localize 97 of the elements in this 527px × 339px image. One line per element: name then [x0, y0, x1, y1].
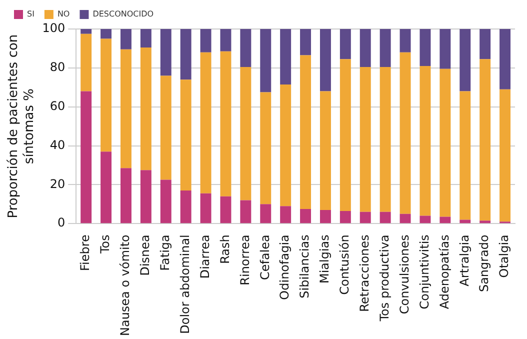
bar	[160, 29, 172, 76]
legend-label: SI	[27, 10, 34, 19]
bar	[240, 66, 252, 200]
bar	[360, 29, 371, 67]
bar	[80, 34, 92, 92]
bar	[140, 29, 152, 48]
bar	[140, 170, 152, 224]
x-tick-label: Rinorrea	[238, 234, 252, 286]
bar	[120, 168, 132, 224]
x-tick-label: Odinofagia	[278, 234, 292, 300]
y-tick-label: 60	[50, 98, 66, 113]
y-axis-title: Proporción de pacientes con síntomas %	[6, 34, 37, 218]
bar	[240, 200, 252, 224]
x-tick-label: Sibilancias	[298, 234, 312, 298]
x-tick-label: Sangrado	[477, 234, 492, 292]
bar	[200, 52, 212, 194]
x-tick-label: Otalgia	[497, 234, 512, 278]
bar	[340, 210, 351, 224]
bar	[200, 29, 212, 52]
bar	[220, 196, 232, 224]
bar	[380, 29, 391, 67]
x-tick-label: Convulsiones	[397, 234, 412, 314]
bar	[180, 80, 192, 191]
bar	[460, 220, 471, 224]
bar	[440, 216, 451, 224]
x-tick-label: Fatiga	[158, 234, 172, 271]
x-tick-label: Adenopatías	[437, 234, 452, 310]
x-tick-label: Tos productiva	[377, 234, 392, 322]
bar	[260, 204, 272, 224]
bar	[160, 180, 172, 224]
bar	[360, 66, 371, 212]
bar	[160, 76, 172, 180]
bar	[480, 220, 491, 224]
bar	[380, 66, 391, 212]
bar	[400, 29, 411, 52]
bar	[140, 47, 152, 170]
x-tick-label: Artralgia	[457, 234, 472, 286]
bar	[200, 193, 212, 224]
bar	[300, 55, 312, 209]
bar	[500, 89, 511, 222]
bar	[180, 190, 192, 224]
x-tick-label: Dolor abdominal	[178, 234, 192, 334]
x-tick-label: Tos	[98, 234, 112, 254]
bar	[320, 91, 331, 210]
y-tick-label: 40	[50, 138, 66, 152]
bar	[100, 29, 112, 39]
y-tick-label: 20	[50, 176, 66, 191]
bar	[80, 29, 92, 34]
bar	[300, 209, 312, 224]
bar	[400, 214, 411, 224]
bar	[260, 29, 272, 92]
bar	[500, 29, 511, 90]
bar	[420, 66, 431, 216]
bar	[280, 206, 292, 224]
x-tick-label: Cefalea	[258, 234, 272, 280]
bar	[340, 59, 351, 211]
bar	[480, 59, 491, 221]
bar	[180, 29, 192, 80]
bar	[320, 210, 331, 224]
x-tick-label: Fiebre	[78, 234, 92, 272]
bar	[340, 29, 351, 60]
x-tick-label: Retracciones	[358, 234, 372, 312]
x-tick-label: Nausea o vómito	[118, 234, 132, 336]
bar	[100, 152, 112, 224]
y-tick-label: 80	[50, 60, 66, 74]
legend-label: DESCONOCIDO	[92, 10, 154, 19]
x-tick-label: Diarrea	[198, 234, 212, 279]
bar	[280, 84, 292, 206]
y-tick-label: 0	[57, 216, 66, 230]
bar	[80, 91, 92, 224]
y-tick-label: 100	[42, 21, 66, 36]
bar	[420, 29, 431, 66]
bar	[220, 29, 232, 52]
bar	[320, 29, 331, 92]
bar	[400, 52, 411, 214]
bar	[240, 29, 252, 67]
bar	[440, 68, 451, 217]
bar	[120, 29, 132, 50]
legend-label: NO	[57, 10, 70, 19]
bar	[260, 92, 272, 204]
x-tick-label: Conjuntivitis	[417, 234, 432, 310]
bar	[380, 212, 391, 224]
bar	[220, 51, 232, 196]
bar	[100, 38, 112, 152]
bar	[300, 29, 312, 56]
bar	[360, 212, 371, 224]
bar	[460, 29, 471, 92]
x-tick-label: Contusión	[338, 234, 352, 295]
bar	[440, 29, 451, 69]
bar	[460, 91, 471, 220]
bar	[120, 49, 132, 168]
x-tick-label: Disnea	[138, 234, 152, 276]
bar	[420, 216, 431, 224]
x-tick-label: Mialgias	[318, 234, 332, 284]
x-tick-label: Rash	[218, 234, 232, 264]
bar	[480, 29, 491, 60]
bar	[280, 29, 292, 84]
